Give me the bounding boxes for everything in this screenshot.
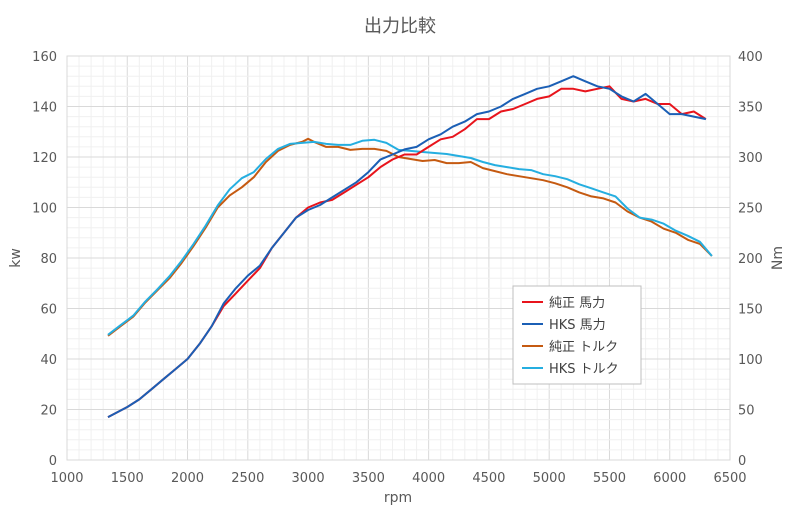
y-right-tick-label: 0 xyxy=(738,454,746,469)
y-left-tick-label: 40 xyxy=(40,353,57,368)
x-tick-label: 3500 xyxy=(352,471,385,486)
y-left-axis-label: kw xyxy=(8,248,24,268)
x-tick-label: 6500 xyxy=(713,471,746,486)
y-right-tick-label: 150 xyxy=(738,303,763,318)
plot-area-border xyxy=(66,55,731,461)
y-left-tick-label: 100 xyxy=(32,202,57,217)
y-right-tick-label: 50 xyxy=(738,404,755,419)
gridlines xyxy=(66,55,731,461)
y-left-tick-label: 60 xyxy=(40,303,57,318)
series-lines xyxy=(107,75,713,418)
y-left-tick-label: 140 xyxy=(32,101,57,116)
x-axis-label: rpm xyxy=(384,490,412,506)
y-right-tick-label: 100 xyxy=(738,353,763,368)
x-tick-label: 1000 xyxy=(50,471,83,486)
legend-label-3: HKS トルク xyxy=(549,362,619,377)
y-right-tick-label: 400 xyxy=(738,50,763,65)
y-right-axis-label: Nm xyxy=(770,246,786,270)
x-tick-label: 5500 xyxy=(593,471,626,486)
legend-label-0: 純正 馬力 xyxy=(549,296,605,311)
x-tick-label: 4500 xyxy=(472,471,505,486)
y-right-tick-label: 250 xyxy=(738,202,763,217)
y-right-tick-label: 300 xyxy=(738,151,763,166)
legend-label-2: 純正 トルク xyxy=(549,340,618,355)
x-tick-label: 2500 xyxy=(231,471,264,486)
x-tick-label: 2000 xyxy=(171,471,204,486)
x-tick-label: 4000 xyxy=(412,471,445,486)
legend-label-1: HKS 馬力 xyxy=(549,318,606,333)
series-line-3 xyxy=(107,138,713,336)
x-axis-ticks: 1000 1500 2000 2500 3000 3500 4000 4500 5000 5500… xyxy=(50,471,746,486)
y-right-axis-ticks: 0 50 100 150 200 250 300 350 400 xyxy=(738,50,763,469)
chart-title: 出力比較 xyxy=(364,16,436,37)
y-left-tick-label: 160 xyxy=(32,50,57,65)
x-tick-label: 3000 xyxy=(292,471,325,486)
x-tick-label: 5000 xyxy=(533,471,566,486)
x-tick-label: 1500 xyxy=(111,471,144,486)
y-left-axis-ticks: 0 20 40 60 80 100 120 140 160 xyxy=(32,50,57,469)
y-left-tick-label: 0 xyxy=(49,454,57,469)
x-tick-label: 6000 xyxy=(653,471,686,486)
y-right-tick-label: 350 xyxy=(738,101,763,116)
y-right-tick-label: 200 xyxy=(738,252,763,267)
series-line-1 xyxy=(107,75,707,418)
y-left-tick-label: 120 xyxy=(32,151,57,166)
y-left-tick-label: 20 xyxy=(40,404,57,419)
y-left-tick-label: 80 xyxy=(40,252,57,267)
series-line-2 xyxy=(107,137,713,337)
